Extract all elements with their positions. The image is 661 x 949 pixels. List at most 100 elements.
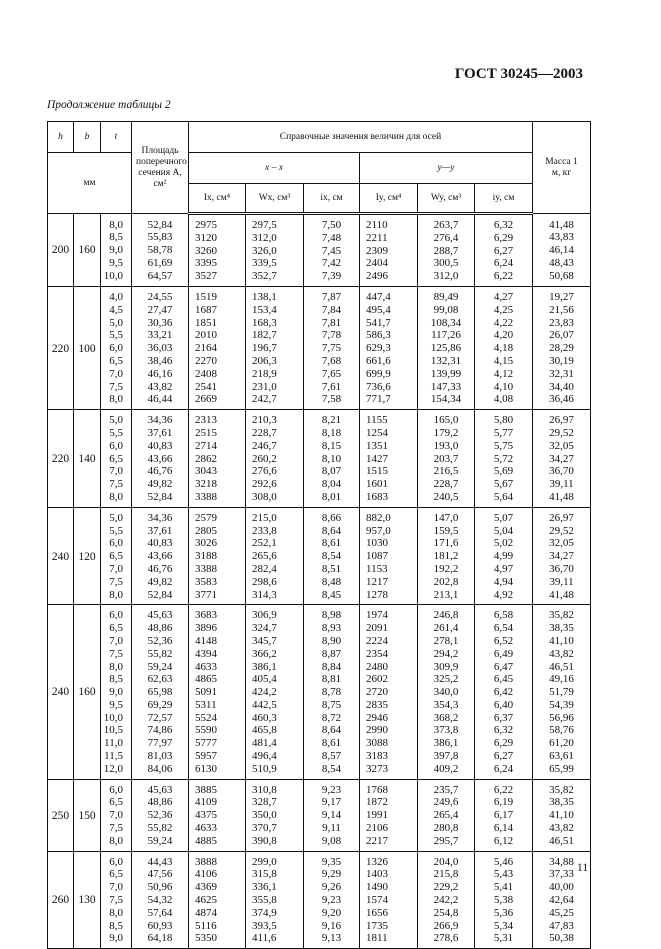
value-ix: 9,14 bbox=[321, 809, 342, 822]
value-Wx: 366,2 bbox=[252, 647, 277, 660]
cell-Iy: 1155 1254 1351 1427 1515 1601 1683 bbox=[359, 409, 418, 508]
value-t: 6,0 bbox=[109, 342, 123, 355]
value-iy: 5,04 bbox=[493, 524, 514, 537]
value-Ix: 3395 bbox=[195, 257, 217, 270]
value-Wy: 89,49 bbox=[433, 290, 459, 303]
cell-Wy: 147,0 159,5 171,6 181,2 192,2 202,8 213,1 bbox=[417, 506, 475, 606]
value-area: 45,63 bbox=[147, 783, 173, 796]
value-Iy: 2480 bbox=[366, 660, 388, 673]
value-Wx: 386,1 bbox=[252, 660, 277, 673]
value-ix: 7,75 bbox=[321, 342, 342, 355]
value-Wy: 373,8 bbox=[433, 724, 459, 737]
value-Wy: 193,0 bbox=[433, 439, 459, 452]
value-t: 12,0 bbox=[103, 762, 123, 775]
cell-t: 5,0 5,5 6,0 6,5 7,0 7,5 8,0 bbox=[100, 409, 132, 508]
value-t: 6,0 bbox=[109, 537, 123, 550]
value-Iy: 2224 bbox=[366, 634, 388, 647]
value-mass: 39,11 bbox=[549, 478, 574, 491]
value-mass: 48,43 bbox=[549, 256, 574, 269]
value-Iy: 1601 bbox=[366, 478, 388, 491]
value-mass: 37,33 bbox=[549, 868, 574, 881]
value-iy: 6,32 bbox=[493, 219, 514, 231]
value-ix: 7,61 bbox=[321, 380, 342, 393]
cell-Wy: 246,8 261,4 278,1 294,2 309,9 325,2 340,0 354,3… bbox=[417, 604, 475, 780]
value-Ix: 5777 bbox=[195, 737, 217, 750]
value-ix: 9,13 bbox=[321, 932, 342, 945]
value-area: 46,76 bbox=[147, 562, 173, 575]
col-mm: мм bbox=[47, 152, 132, 214]
value-mass: 36,46 bbox=[549, 393, 574, 406]
value-mass: 47,83 bbox=[549, 919, 574, 932]
value-area: 64,18 bbox=[147, 932, 173, 945]
cell-b: 160 bbox=[73, 213, 101, 287]
cell-iy: 6,32 6,29 6,27 6,24 6,22 bbox=[474, 213, 533, 287]
value-Wy: 266,9 bbox=[433, 919, 459, 932]
col-h: h bbox=[47, 121, 74, 153]
value-Wx: 442,5 bbox=[252, 698, 277, 711]
value-Iy: 2354 bbox=[366, 647, 388, 660]
value-ix: 8,81 bbox=[321, 673, 342, 686]
cell-iy: 4,27 4,25 4,22 4,20 4,18 4,15 4,12 4,10 4,08 bbox=[474, 285, 533, 411]
value-iy: 5,07 bbox=[493, 511, 514, 524]
value-ix: 7,81 bbox=[321, 316, 342, 329]
value-ix: 9,35 bbox=[321, 855, 342, 868]
value-ix: 9,08 bbox=[321, 834, 342, 847]
value-Iy: 2404 bbox=[366, 257, 388, 270]
cell-h: 220 bbox=[47, 409, 74, 508]
value-ix: 8,54 bbox=[321, 762, 342, 775]
cell-Ix: 3683 3896 4148 4394 4633 4865 5091 5311 5524 5590… bbox=[188, 604, 246, 780]
value-t: 10,5 bbox=[103, 724, 123, 737]
value-ix: 8,01 bbox=[321, 490, 342, 503]
value-Wx: 393,5 bbox=[252, 919, 277, 932]
cell-h: 250 bbox=[47, 778, 74, 852]
value-ix: 8,51 bbox=[321, 562, 342, 575]
value-mass: 28,29 bbox=[549, 342, 574, 355]
value-Wx: 298,6 bbox=[252, 575, 277, 588]
table-row-group: 240 120 5,0 5,5 6,0 6,5 7,0 7,5 8,0 34,36 37,61 40,… bbox=[47, 506, 591, 606]
value-t: 7,0 bbox=[109, 634, 123, 647]
value-area: 52,84 bbox=[147, 490, 173, 503]
value-Iy: 1574 bbox=[366, 894, 388, 907]
value-Wy: 340,0 bbox=[433, 686, 459, 699]
value-area: 43,66 bbox=[147, 452, 173, 465]
value-Wx: 206,3 bbox=[252, 354, 277, 367]
value-mass: 41,10 bbox=[549, 634, 574, 647]
value-iy: 4,08 bbox=[493, 393, 514, 406]
value-ix: 7,45 bbox=[321, 244, 342, 257]
value-mass: 41,48 bbox=[549, 218, 574, 231]
value-mass: 34,27 bbox=[549, 550, 574, 563]
value-ix: 8,64 bbox=[321, 524, 342, 537]
value-mass: 41,48 bbox=[549, 490, 574, 503]
value-iy: 6,32 bbox=[493, 724, 514, 737]
value-mass: 21,56 bbox=[549, 303, 574, 316]
value-Iy: 882,0 bbox=[366, 511, 391, 524]
value-t: 8,0 bbox=[109, 218, 123, 231]
value-area: 37,61 bbox=[147, 426, 173, 439]
value-iy: 5,77 bbox=[493, 426, 514, 439]
value-Ix: 3583 bbox=[195, 575, 217, 588]
value-ix: 9,23 bbox=[321, 783, 342, 796]
cell-Wx: 310,8 328,7 350,0 370,7 390,8 bbox=[245, 778, 304, 852]
value-mass: 50,68 bbox=[549, 269, 574, 282]
value-mass: 26,97 bbox=[549, 511, 574, 524]
value-Ix: 2010 bbox=[195, 329, 217, 342]
value-Iy: 957,0 bbox=[366, 524, 391, 537]
value-Iy: 2990 bbox=[366, 724, 388, 737]
cell-Wx: 306,9 324,7 345,7 366,2 386,1 405,4 424,2 442,5… bbox=[245, 604, 304, 780]
value-Wy: 215,8 bbox=[433, 868, 459, 881]
table-row-group: 220 140 5,0 5,5 6,0 6,5 7,0 7,5 8,0 34,36 37,61 40,… bbox=[47, 409, 591, 508]
value-iy: 6,17 bbox=[493, 809, 514, 822]
value-Wy: 125,86 bbox=[430, 342, 462, 355]
value-t: 7,0 bbox=[109, 465, 123, 478]
value-Wy: 325,2 bbox=[433, 673, 459, 686]
value-ix: 8,15 bbox=[321, 439, 342, 452]
value-ix: 8,54 bbox=[321, 550, 342, 563]
value-Wy: 288,7 bbox=[433, 244, 459, 257]
value-t: 6,5 bbox=[109, 550, 123, 563]
value-area: 77,97 bbox=[147, 737, 173, 750]
table-row-group: 240 160 6,0 6,5 7,0 7,5 8,0 8,5 9,0 9,5 10,0 10,5 11… bbox=[47, 604, 591, 780]
value-t: 9,5 bbox=[109, 698, 123, 711]
value-Ix: 4865 bbox=[195, 673, 217, 686]
value-Wx: 292,6 bbox=[252, 478, 277, 491]
value-Wx: 138,1 bbox=[252, 290, 277, 303]
